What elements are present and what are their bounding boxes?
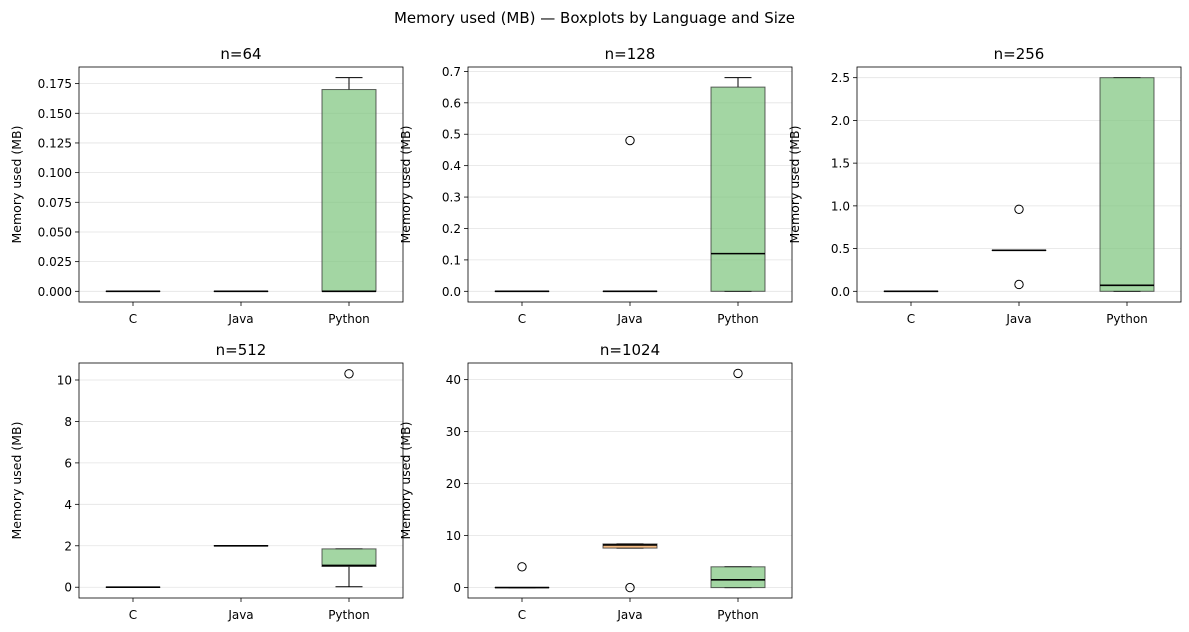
outlier-point [517,562,527,572]
y-tick-label: 0 [453,581,461,595]
y-tick-label: 1.0 [831,199,850,213]
y-axis-label: Memory used (MB) [9,422,24,540]
axes-frame [78,362,404,599]
box-python [710,368,766,589]
outlier-point [625,135,635,146]
subplot-3: n=256 0.0 0.5 1.0 1.5 2.0 2.5 C Java Python Memory… [787,45,1182,326]
box-python [710,77,766,292]
box-python [321,369,377,588]
y-tick-label: 0.025 [38,255,72,269]
y-tick-label: 2.5 [831,71,850,85]
subplot-title: n=1024 [600,341,660,359]
x-tick-label: C [518,608,526,622]
subplot-5: n=1024 0 10 20 30 40 C Java Python Memory used (M… [398,341,793,622]
outlier-point [1014,279,1024,290]
box-body [602,543,658,549]
y-tick-label: 40 [446,373,461,387]
x-tick-label: Python [328,312,370,326]
box-body [321,548,377,568]
x-tick-label: Python [717,608,759,622]
y-tick-label: 0 [64,581,72,595]
y-tick-label: 0.150 [38,107,72,121]
y-tick-label: 0.5 [831,242,850,256]
y-tick-label: 0.0 [831,285,850,299]
y-tick-label: 0.6 [442,96,461,110]
x-tick-label: Java [1005,312,1031,326]
x-tick-label: C [129,608,137,622]
axes-frame [78,66,404,303]
box-java [991,204,1047,290]
x-tick-label: C [518,312,526,326]
y-tick-label: 0.100 [38,166,72,180]
box-body [710,86,766,292]
y-axis-label: Memory used (MB) [9,126,24,244]
outlier-point [344,369,354,379]
box-body [321,89,377,292]
box-body [710,566,766,589]
box-body [1099,77,1155,292]
x-tick-label: Python [328,608,370,622]
y-tick-label: 6 [64,456,72,470]
box-python [1099,77,1155,292]
box-python [321,77,377,293]
axes-frame [467,66,793,303]
axes-frame [856,66,1182,303]
y-tick-label: 0.125 [38,136,72,150]
y-tick-label: 2.0 [831,114,850,128]
y-axis-label: Memory used (MB) [398,422,413,540]
axes-frame [467,362,793,599]
y-tick-label: 0.2 [442,222,461,236]
box-java [602,543,658,593]
y-tick-label: 20 [446,477,461,491]
box-java [602,135,658,293]
y-tick-label: 2 [64,539,72,553]
y-tick-label: 1.5 [831,157,850,171]
x-tick-label: Python [717,312,759,326]
y-tick-label: 0.3 [442,191,461,205]
y-tick-label: 0.7 [442,65,461,79]
y-tick-label: 0.075 [38,196,72,210]
subplot-title: n=64 [220,45,261,63]
y-tick-label: 8 [64,415,72,429]
x-tick-label: Java [616,608,642,622]
y-axis-label: Memory used (MB) [787,126,802,244]
x-tick-label: Java [227,312,253,326]
subplot-1: n=64 0.000 0.025 0.050 0.075 0.100 0.125 0.150 0… [9,45,404,326]
y-tick-label: 0.5 [442,128,461,142]
y-tick-label: 0.000 [38,285,72,299]
outlier-point [1014,204,1024,214]
subplot-title: n=128 [605,45,656,63]
y-axis-label: Memory used (MB) [398,126,413,244]
subplot-2: n=128 0.0 0.1 0.2 0.3 0.4 0.5 0.6 0.7 C Java Python… [398,45,793,326]
x-tick-label: C [129,312,137,326]
y-tick-label: 30 [446,425,461,439]
figure-title: Memory used (MB) — Boxplots by Language … [394,9,795,27]
y-tick-label: 10 [446,529,461,543]
y-tick-label: 0.175 [38,77,72,91]
x-tick-label: Java [227,608,253,622]
subplot-grid: n=640.0000.0250.0500.0750.1000.1250.1500… [9,45,1182,622]
subplot-title: n=256 [994,45,1045,63]
y-tick-label: 0.0 [442,285,461,299]
x-tick-label: Python [1106,312,1148,326]
y-tick-label: 10 [57,373,72,387]
y-tick-label: 0.050 [38,225,72,239]
x-tick-label: C [907,312,915,326]
y-tick-label: 0.1 [442,253,461,267]
outlier-point [625,582,635,593]
subplot-title: n=512 [216,341,267,359]
x-tick-label: Java [616,312,642,326]
box-c [494,562,550,589]
y-tick-label: 0.4 [442,159,461,173]
subplot-4: n=512 0 2 4 6 8 10 C Java Python Memory used (MB) [9,341,404,622]
y-tick-label: 4 [64,498,72,512]
outlier-point [733,368,743,379]
